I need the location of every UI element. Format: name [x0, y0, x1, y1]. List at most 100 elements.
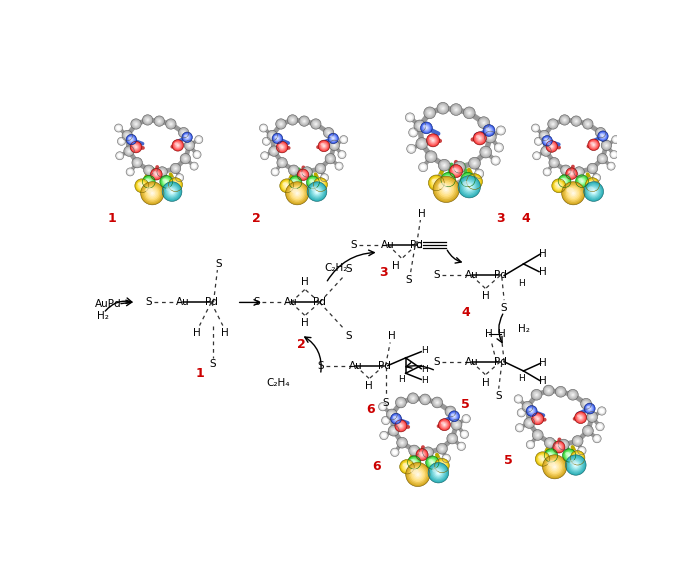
Ellipse shape [613, 137, 619, 142]
Ellipse shape [474, 132, 486, 144]
Text: Au: Au [175, 297, 189, 308]
Ellipse shape [477, 172, 482, 176]
Ellipse shape [497, 127, 504, 134]
Ellipse shape [385, 419, 387, 422]
Ellipse shape [154, 116, 164, 126]
Ellipse shape [260, 124, 267, 131]
Text: H: H [421, 365, 427, 374]
Ellipse shape [173, 166, 176, 168]
Ellipse shape [392, 449, 398, 456]
Ellipse shape [438, 461, 447, 470]
Ellipse shape [603, 143, 607, 145]
Ellipse shape [586, 429, 590, 433]
Text: S: S [434, 271, 440, 281]
Ellipse shape [439, 105, 443, 108]
Ellipse shape [575, 168, 584, 176]
Ellipse shape [195, 153, 199, 156]
Ellipse shape [611, 151, 617, 158]
Ellipse shape [178, 176, 181, 179]
Ellipse shape [533, 391, 540, 398]
Ellipse shape [145, 117, 151, 123]
Ellipse shape [381, 405, 384, 408]
Ellipse shape [130, 138, 133, 141]
Ellipse shape [326, 154, 335, 163]
Ellipse shape [547, 389, 550, 392]
Ellipse shape [543, 134, 546, 138]
Ellipse shape [588, 181, 593, 184]
Ellipse shape [275, 137, 279, 141]
Ellipse shape [314, 189, 319, 194]
Ellipse shape [533, 151, 540, 160]
Ellipse shape [340, 153, 343, 156]
Ellipse shape [542, 458, 543, 460]
Ellipse shape [498, 128, 503, 134]
Ellipse shape [577, 457, 579, 458]
Ellipse shape [548, 441, 552, 445]
Ellipse shape [282, 181, 292, 191]
Ellipse shape [160, 175, 173, 188]
Ellipse shape [577, 446, 586, 455]
Ellipse shape [423, 125, 427, 128]
Ellipse shape [575, 438, 580, 444]
Ellipse shape [453, 168, 460, 175]
Ellipse shape [327, 156, 334, 162]
Ellipse shape [545, 449, 558, 462]
Ellipse shape [523, 402, 532, 411]
Ellipse shape [412, 397, 414, 400]
Ellipse shape [340, 136, 347, 143]
Ellipse shape [427, 110, 433, 116]
Ellipse shape [173, 141, 183, 150]
Ellipse shape [519, 410, 525, 416]
Ellipse shape [444, 456, 447, 458]
Ellipse shape [447, 407, 455, 415]
Ellipse shape [328, 157, 332, 161]
Ellipse shape [596, 422, 604, 431]
Ellipse shape [195, 153, 199, 157]
Ellipse shape [586, 405, 593, 412]
Ellipse shape [161, 170, 164, 173]
Text: 5: 5 [504, 454, 513, 467]
Ellipse shape [496, 126, 506, 135]
Ellipse shape [269, 132, 275, 139]
Ellipse shape [495, 160, 497, 162]
Ellipse shape [295, 181, 296, 183]
Ellipse shape [464, 176, 471, 183]
Ellipse shape [437, 444, 447, 453]
Ellipse shape [579, 416, 582, 419]
Ellipse shape [416, 138, 427, 149]
Ellipse shape [562, 449, 576, 462]
Ellipse shape [277, 157, 287, 168]
Ellipse shape [543, 148, 549, 154]
Ellipse shape [521, 412, 523, 414]
Ellipse shape [566, 169, 577, 179]
Ellipse shape [197, 138, 201, 142]
Ellipse shape [136, 180, 148, 192]
Ellipse shape [172, 139, 184, 151]
Ellipse shape [284, 183, 289, 188]
Ellipse shape [420, 164, 427, 170]
Ellipse shape [491, 156, 500, 165]
Ellipse shape [146, 118, 149, 122]
Ellipse shape [481, 147, 491, 157]
Ellipse shape [146, 168, 151, 173]
Ellipse shape [557, 388, 564, 396]
Ellipse shape [551, 122, 555, 126]
Ellipse shape [544, 168, 551, 176]
Ellipse shape [571, 173, 572, 175]
Ellipse shape [416, 123, 420, 126]
Ellipse shape [456, 109, 457, 110]
Ellipse shape [184, 157, 188, 161]
Text: Pd: Pd [313, 297, 326, 308]
Ellipse shape [572, 192, 575, 195]
Ellipse shape [519, 427, 520, 429]
Ellipse shape [560, 115, 570, 125]
Ellipse shape [410, 130, 416, 135]
Ellipse shape [423, 124, 430, 131]
Ellipse shape [330, 135, 336, 142]
Ellipse shape [534, 127, 536, 129]
Ellipse shape [584, 428, 588, 431]
Ellipse shape [116, 126, 119, 128]
Ellipse shape [484, 150, 488, 154]
Ellipse shape [577, 169, 582, 175]
Ellipse shape [332, 137, 335, 141]
